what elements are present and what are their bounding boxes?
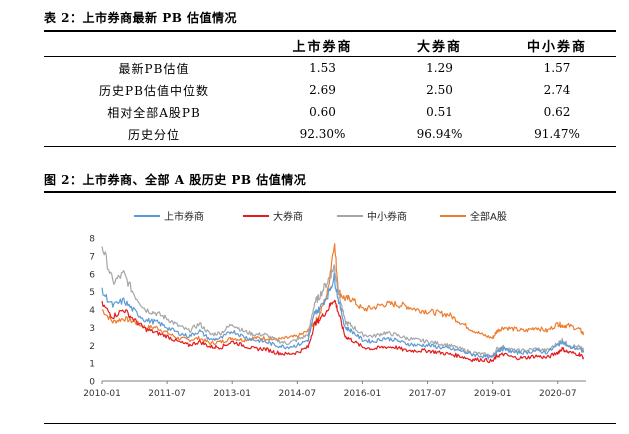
column-header: 大券商	[381, 34, 498, 57]
table-cell: 0.60	[309, 105, 336, 119]
pb-valuation-table: 上市券商 大券商 中小券商 最新PB估值 1.53 1.29 1.57 历史PB…	[44, 34, 616, 145]
table-cell: 2.69	[309, 83, 336, 97]
table-cell: 2.74	[543, 83, 571, 97]
figure-bottom-rule	[44, 423, 616, 424]
figure-caption: 图 2：上市券商、全部 A 股历史 PB 估值情况	[44, 173, 307, 187]
x-tick-label: 2011-07	[148, 389, 186, 399]
x-tick-label: 2020-07	[539, 389, 577, 399]
column-header: 中小券商	[498, 34, 616, 57]
series-line	[101, 272, 585, 360]
row-label: 历史PB估值中位数	[99, 83, 209, 98]
table-row: 最新PB估值 1.53 1.29 1.57	[44, 57, 616, 80]
y-tick-label: 8	[89, 235, 95, 245]
y-tick-label: 0	[89, 378, 95, 388]
series-line	[101, 246, 585, 358]
figure-top-rule	[44, 191, 616, 193]
table-top-rule	[44, 30, 616, 32]
x-tick-label: 2013-01	[213, 389, 251, 399]
chart-legend: 上市券商 大券商 中小券商 全部A股	[134, 210, 507, 223]
y-tick-label: 5	[89, 288, 95, 298]
table-cell: 2.50	[426, 83, 453, 97]
table-cell: 96.94%	[416, 127, 463, 141]
table-caption: 表 2：上市券商最新 PB 估值情况	[44, 11, 238, 25]
series-line	[101, 243, 585, 346]
legend-label: 全部A股	[470, 210, 507, 223]
table-cell: 92.30%	[299, 127, 346, 141]
table-header-empty	[44, 34, 264, 57]
x-tick-label: 2014-07	[279, 389, 317, 399]
legend-label: 大券商	[273, 210, 303, 223]
column-header: 上市券商	[264, 34, 381, 57]
table-cell: 1.53	[309, 61, 336, 75]
y-tick-label: 4	[89, 306, 95, 316]
table-cell: 1.57	[543, 61, 571, 75]
row-label: 相对全部A股PB	[107, 105, 201, 120]
table-cell: 91.47%	[534, 127, 580, 141]
x-tick-label: 2017-07	[409, 389, 447, 399]
x-tick-label: 2016-01	[344, 389, 382, 399]
row-label: 最新PB估值	[118, 61, 190, 76]
table-header-row: 上市券商 大券商 中小券商	[44, 34, 616, 57]
series-line	[101, 299, 585, 364]
y-tick-label: 2	[89, 342, 95, 352]
y-tick-label: 1	[89, 360, 95, 370]
table-cell: 0.62	[543, 105, 571, 119]
chart-lines	[101, 243, 585, 364]
y-tick-label: 3	[89, 324, 95, 334]
table-bottom-rule	[44, 146, 616, 147]
x-tick-label: 2019-01	[474, 389, 512, 399]
legend-label: 中小券商	[367, 210, 407, 223]
table-row: 历史PB估值中位数 2.69 2.50 2.74	[44, 79, 616, 101]
legend-label: 上市券商	[164, 210, 204, 223]
y-tick-label: 6	[89, 270, 95, 280]
row-label: 历史分位	[127, 127, 180, 142]
y-tick-label: 7	[89, 252, 95, 262]
table-row: 相对全部A股PB 0.60 0.51 0.62	[44, 101, 616, 123]
chart-axes: 0 1 2 3 4 5 6 7 8 2010-01 2011-07 2013-01 2014-07 201…	[83, 235, 586, 399]
table-row: 历史分位 92.30% 96.94% 91.47%	[44, 123, 616, 145]
table-cell: 1.29	[426, 61, 453, 75]
x-tick-label: 2010-01	[83, 389, 121, 399]
table-cell: 0.51	[426, 105, 453, 119]
